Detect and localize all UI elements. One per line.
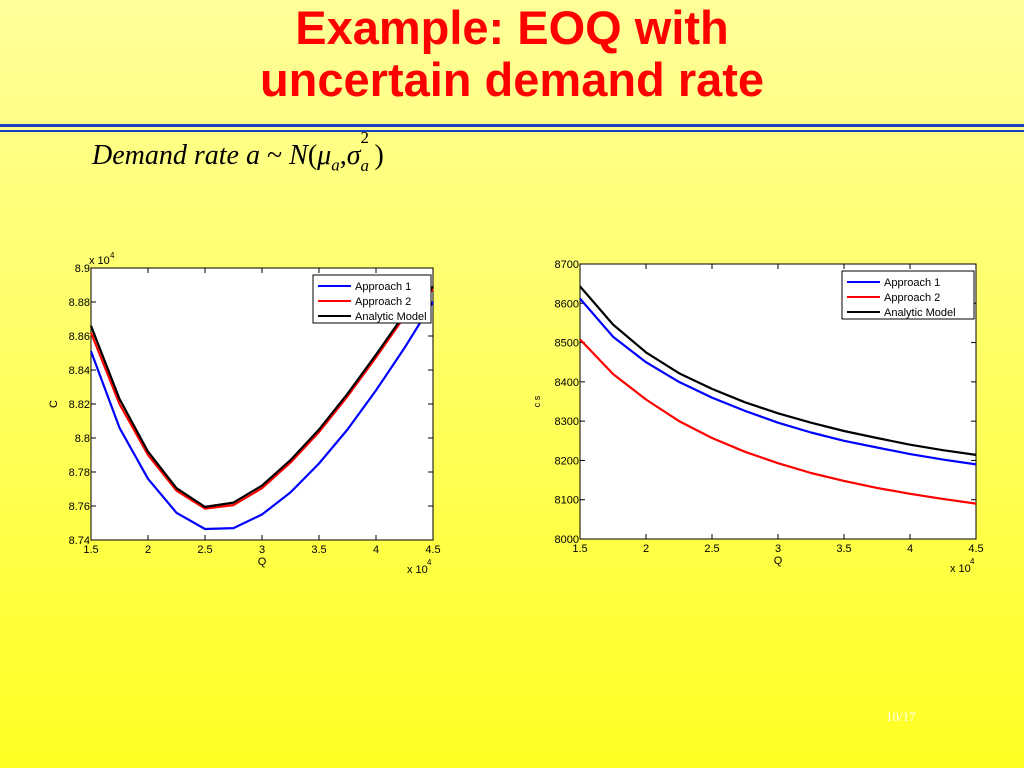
- slide-title: Example: EOQ with uncertain demand rate: [0, 2, 1024, 106]
- y-tick-label: 8.84: [69, 365, 90, 377]
- formula-mu-sub: a: [331, 155, 340, 175]
- title-divider-top: [0, 124, 1024, 127]
- y-tick-label: 8.82: [69, 399, 90, 411]
- x-axis-label: Q: [774, 555, 783, 567]
- x-axis-label: Q: [258, 556, 267, 568]
- y-tick-label: 8.8: [75, 433, 90, 445]
- y-tick-label: 8500: [555, 338, 579, 350]
- x-tick-label: 2: [145, 544, 151, 556]
- title-line-1: Example: EOQ with: [295, 1, 729, 54]
- x-tick-label: 3: [775, 543, 781, 555]
- legend-label: Approach 2: [884, 292, 940, 304]
- legend-label: Analytic Model: [355, 311, 427, 323]
- formula-dist: N: [289, 140, 308, 171]
- y-tick-label: 8.9: [75, 263, 90, 275]
- title-divider-bottom: [0, 130, 1024, 132]
- formula-close: ): [374, 140, 384, 171]
- series-line-analytic-model: [579, 285, 977, 456]
- y-tick-label: 8.88: [69, 297, 90, 309]
- page-number: 10/17: [886, 709, 916, 724]
- legend-label: Approach 2: [355, 296, 411, 308]
- formula-sigma: σ: [346, 140, 361, 171]
- y-multiplier: x 10: [89, 255, 110, 267]
- legend-label: Analytic Model: [884, 307, 956, 319]
- y-tick-label: 8400: [555, 377, 579, 389]
- y-tick-label: 8100: [555, 495, 579, 507]
- y-tick-label: 8.76: [69, 501, 90, 513]
- y-tick-label: 8.86: [69, 331, 90, 343]
- y-tick-label: 8200: [555, 455, 579, 467]
- x-tick-label: 4: [373, 544, 379, 556]
- y-tick-label: 8.74: [69, 535, 90, 547]
- formula-sigma-sup: 2: [360, 128, 370, 147]
- y-axis-label: c s: [532, 395, 542, 407]
- formula-tilde: ~: [266, 140, 283, 171]
- title-line-2: uncertain demand rate: [259, 53, 765, 106]
- x-tick-label: 1.5: [572, 543, 587, 555]
- x-tick-label: 2.5: [197, 544, 212, 556]
- x-multiplier-exp: 4: [970, 557, 975, 566]
- x-tick-label: 3: [259, 544, 265, 556]
- x-tick-label: 4.5: [425, 544, 440, 556]
- series-line-approach-2: [89, 288, 434, 510]
- formula-open: (: [307, 140, 318, 171]
- x-multiplier-exp: 4: [427, 558, 432, 567]
- x-multiplier: x 10: [407, 564, 428, 576]
- x-multiplier: x 10: [950, 563, 971, 575]
- y-tick-label: 8600: [555, 298, 579, 310]
- series-line-approach-1: [89, 301, 434, 531]
- y-tick-label: 8.78: [69, 467, 90, 479]
- formula-lhs: Demand rate a: [92, 140, 260, 171]
- x-tick-label: 3.5: [836, 543, 851, 555]
- y-multiplier-exp: 4: [110, 251, 115, 260]
- x-tick-label: 1.5: [83, 544, 98, 556]
- x-tick-label: 4: [907, 543, 913, 555]
- x-tick-label: 3.5: [311, 544, 326, 556]
- demand-formula: Demand rate a ~ N(μa,σ 2 a): [92, 128, 532, 190]
- series-line-approach-2: [579, 338, 977, 505]
- formula-sigma-sub: a: [360, 156, 370, 175]
- x-tick-label: 2.5: [704, 543, 719, 555]
- formula-comma: ,: [339, 140, 347, 171]
- y-tick-label: 8000: [555, 534, 579, 546]
- x-tick-label: 2: [643, 543, 649, 555]
- legend-label: Approach 1: [355, 281, 411, 293]
- y-tick-label: 8700: [555, 259, 579, 271]
- y-tick-label: 8300: [555, 416, 579, 428]
- x-tick-label: 4.5: [968, 543, 983, 555]
- series-line-analytic-model: [89, 285, 434, 508]
- series-line-approach-1: [579, 297, 977, 466]
- legend-label: Approach 1: [884, 277, 940, 289]
- cost-chart-right: 1.5 2 2.5 3 3.5 4 4.5 8000 8100 8200 8300 8400 8500 8…: [532, 259, 984, 575]
- formula-mu: μ: [317, 140, 332, 171]
- y-axis-label: C: [48, 400, 60, 408]
- cost-chart-left: 1.5 2 2.5 3 3.5 4 4.5 8.74 8.76 8.78 8.8 8.82 8.84 8.…: [48, 251, 441, 576]
